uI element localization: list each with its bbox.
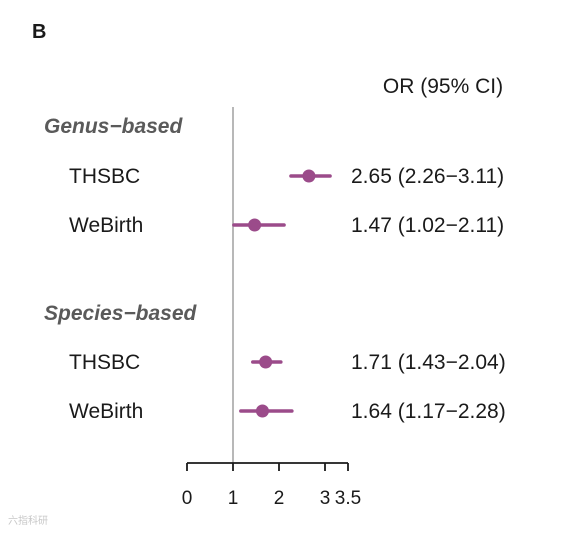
x-tick-label: 3: [320, 488, 331, 509]
row-label: WeBirth: [69, 214, 143, 237]
or-ci-label: 1.47 (1.02−2.11): [351, 214, 504, 237]
or-ci-label: 1.71 (1.43−2.04): [351, 351, 506, 374]
or-point: [248, 218, 262, 232]
or-point: [255, 404, 269, 418]
x-tick-label: 2: [274, 488, 285, 509]
or-point: [302, 169, 316, 183]
row-label: THSBC: [69, 351, 140, 374]
or-ci-label: 2.65 (2.26−3.11): [351, 165, 504, 188]
x-tick-label: 1: [228, 488, 239, 509]
or-ci-label: 1.64 (1.17−2.28): [351, 400, 506, 423]
x-tick-label: 3.5: [335, 488, 361, 509]
x-tick-label: 0: [182, 488, 193, 509]
group-label: Species−based: [44, 302, 198, 325]
panel-letter: B: [32, 21, 46, 43]
or-ci-header: OR (95% CI): [383, 75, 503, 98]
row-label: THSBC: [69, 165, 140, 188]
or-point: [259, 355, 273, 369]
x-axis: 0 1 2 3 3.5: [182, 462, 361, 509]
row-label: WeBirth: [69, 400, 143, 423]
group-label: Genus−based: [44, 115, 183, 138]
forest-marks: Genus−based THSBC 2.65 (2.26−3.11) WeBirth 1…: [44, 107, 506, 463]
watermark: 六指科研: [8, 514, 48, 527]
